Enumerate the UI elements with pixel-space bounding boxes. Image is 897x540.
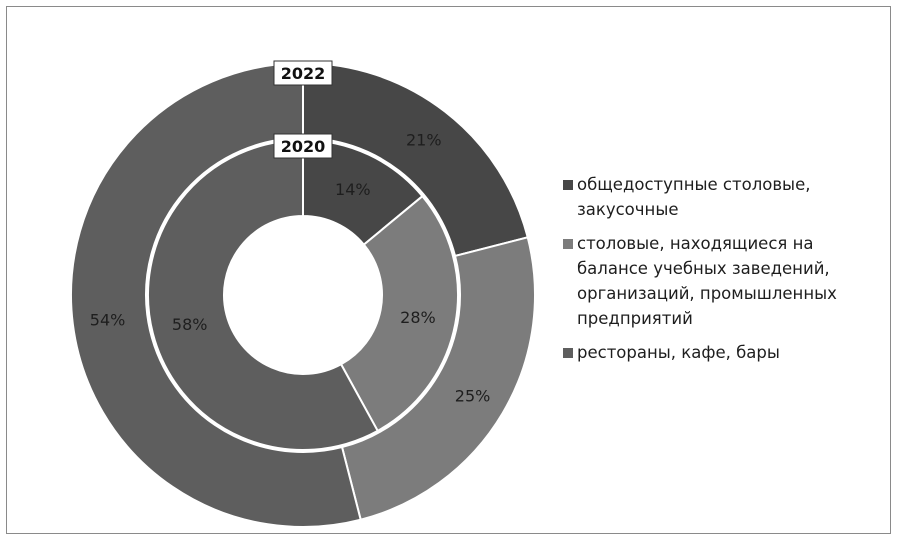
donut-slice-2020-2 (147, 138, 380, 451)
legend-label: столовые, находящиеся на балансе учебных… (577, 234, 837, 328)
slice-label-2020-2: 58% (172, 315, 208, 334)
slice-label-2020-1: 28% (400, 308, 436, 327)
legend-label: общедоступные столовые, закусочные (577, 175, 811, 219)
donut-slice-2020-1 (339, 194, 459, 433)
slice-labels-group: 21% 25% 54% 14% 28% 58% (90, 130, 491, 405)
year-labels-group: 2022 2020 (273, 60, 333, 159)
year-2022-box (273, 60, 333, 86)
year-2020-label: 2020 (281, 137, 326, 156)
legend-swatch (563, 180, 573, 190)
legend-swatch (563, 239, 573, 249)
donut-slice-2022-1 (340, 236, 536, 521)
legend-item-restaurants: рестораны, кафе, бары (563, 340, 863, 365)
year-2020-box (273, 133, 333, 159)
legend: общедоступные столовые, закусочные столо… (563, 172, 863, 374)
donut-slice-2022-2 (70, 61, 362, 528)
legend-label: рестораны, кафе, бары (577, 343, 780, 362)
rings-group (70, 61, 536, 528)
slice-label-2022-1: 25% (455, 386, 491, 405)
legend-item-public-canteens: общедоступные столовые, закусочные (563, 172, 863, 222)
slice-label-2022-0: 21% (406, 130, 442, 149)
slice-label-2020-0: 14% (335, 180, 371, 199)
legend-swatch (563, 348, 573, 358)
year-2022-label: 2022 (281, 64, 326, 83)
slice-label-2022-2: 54% (90, 311, 126, 330)
legend-item-institution-canteens: столовые, находящиеся на балансе учебных… (563, 231, 863, 331)
donut-slice-2022-0 (302, 61, 529, 258)
